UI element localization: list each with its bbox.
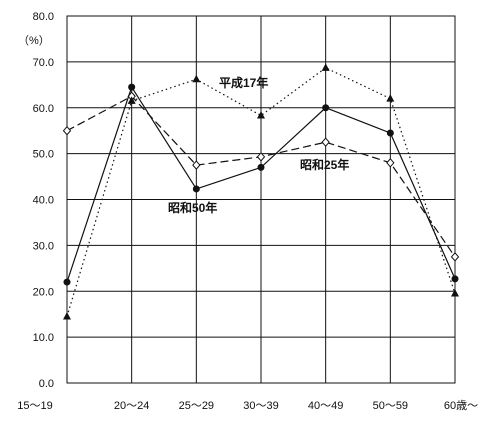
y-axis-unit-label: （%） xyxy=(18,34,50,47)
series-1 xyxy=(63,83,459,286)
x-tick-label: 40～49 xyxy=(308,400,343,412)
annotation-heisei17: 平成17年 xyxy=(219,75,268,90)
data-point-circle xyxy=(257,163,265,171)
grid-lines xyxy=(66,15,456,384)
y-tick-label: 80.0 xyxy=(33,11,54,23)
y-tick-label: 30.0 xyxy=(33,240,54,252)
x-axis-ticks: 15～19 20～24 25～29 30～39 40～49 50～59 60歳～ xyxy=(17,399,478,412)
y-axis-ticks: 0.0 10.0 20.0 30.0 40.0 50.0 60.0 70.0 80.0 xyxy=(33,11,54,390)
data-point-diamond xyxy=(386,158,395,168)
x-tick-label: 50～59 xyxy=(373,400,408,412)
x-tick-label: 30～39 xyxy=(243,400,278,412)
series-0 xyxy=(62,91,460,262)
data-point-circle xyxy=(322,104,330,112)
y-tick-label: 0.0 xyxy=(39,378,54,390)
x-tick-label: 60歳～ xyxy=(444,399,478,412)
data-point-triangle xyxy=(321,63,330,71)
data-point-diamond xyxy=(450,252,460,262)
data-point-triangle xyxy=(127,96,136,104)
data-point-triangle xyxy=(63,311,71,320)
y-tick-label: 70.0 xyxy=(33,57,54,69)
data-point-diamond xyxy=(321,137,330,147)
series-2 xyxy=(63,63,459,320)
data-point-circle xyxy=(386,129,394,137)
data-point-circle xyxy=(63,278,71,286)
data-point-triangle xyxy=(386,94,395,102)
data-point-circle xyxy=(192,185,200,193)
annotation-showa50: 昭和50年 xyxy=(168,200,217,215)
data-point-triangle xyxy=(451,289,459,297)
x-tick-label: 25～29 xyxy=(179,400,214,412)
plot-frame xyxy=(66,15,456,384)
y-tick-label: 40.0 xyxy=(33,195,54,207)
data-point-triangle xyxy=(192,74,201,83)
y-tick-label: 10.0 xyxy=(33,332,54,344)
annotation-showa25: 昭和25年 xyxy=(300,157,349,172)
data-point-circle xyxy=(451,275,459,283)
data-point-diamond xyxy=(256,152,266,162)
data-point-circle xyxy=(128,83,136,91)
y-tick-label: 60.0 xyxy=(33,103,54,115)
y-tick-label: 50.0 xyxy=(33,149,54,161)
series-group xyxy=(62,63,460,320)
y-tick-label: 20.0 xyxy=(33,286,54,298)
x-tick-label: 20～24 xyxy=(114,400,149,412)
data-point-diamond xyxy=(62,125,72,136)
data-point-triangle xyxy=(257,111,265,119)
x-tick-label: 15～19 xyxy=(17,400,52,412)
data-point-diamond xyxy=(192,160,201,170)
